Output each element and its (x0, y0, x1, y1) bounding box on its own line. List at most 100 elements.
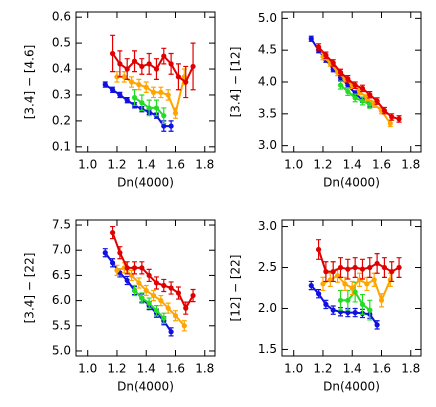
y-tick-label: 3.0 (258, 138, 277, 152)
x-tick-label: 1.6 (372, 158, 391, 172)
y-tick-label: 0.5 (52, 36, 71, 50)
y-axis-label: [12] − [22] (229, 255, 243, 322)
y-tick-label: 4.0 (258, 75, 277, 89)
data-point (146, 105, 152, 111)
x-tick-label: 1.4 (343, 362, 362, 376)
y-tick-label: 4.5 (258, 43, 277, 57)
x-axis-label: Dn(4000) (323, 380, 380, 394)
series-line (317, 249, 400, 273)
data-point (352, 95, 358, 101)
data-point (345, 297, 351, 303)
data-point (150, 89, 157, 95)
y-tick-label: 0.3 (52, 87, 71, 101)
data-point (150, 292, 157, 299)
data-point (165, 305, 171, 311)
data-point (102, 250, 108, 256)
plot-frame (281, 219, 422, 357)
x-axis-label: Dn(4000) (117, 380, 174, 394)
x-tick-label: 1.8 (195, 158, 214, 172)
plot-frame (281, 11, 422, 153)
data-point (146, 61, 152, 67)
data-point (315, 44, 322, 50)
data-point (330, 269, 336, 275)
series-line (104, 252, 172, 333)
data-point (345, 266, 351, 272)
data-point (352, 264, 358, 271)
data-point (367, 101, 373, 107)
data-point (371, 277, 377, 283)
data-point (153, 280, 160, 286)
x-tick-label: 1.2 (107, 158, 126, 172)
x-tick-label: 1.6 (166, 158, 185, 172)
data-point (190, 63, 196, 70)
data-point (359, 266, 366, 272)
data-point (330, 60, 336, 66)
y-tick-label: 3.5 (258, 106, 277, 120)
y-tick-label: 0.1 (52, 139, 71, 153)
data-point (136, 280, 142, 286)
data-point (158, 89, 164, 95)
data-point (349, 285, 355, 291)
data-point (337, 82, 344, 88)
data-point (146, 300, 152, 306)
x-tick-label: 1.0 (78, 362, 97, 376)
data-point (396, 264, 402, 271)
data-point (161, 113, 167, 119)
data-point (139, 295, 145, 301)
data-point (131, 94, 138, 101)
data-point (359, 85, 366, 91)
data-point (131, 287, 138, 294)
data-point (172, 313, 179, 319)
data-point (364, 281, 370, 287)
data-point (352, 90, 358, 97)
data-point (352, 82, 358, 88)
x-tick-label: 1.0 (284, 158, 303, 172)
x-tick-label: 1.0 (284, 362, 303, 376)
data-point (139, 100, 145, 106)
data-point (175, 290, 182, 296)
data-point (139, 265, 145, 271)
x-tick-label: 1.4 (137, 158, 156, 172)
data-point (161, 123, 167, 129)
data-point (153, 66, 160, 72)
series-line (116, 266, 186, 327)
data-point (342, 281, 348, 287)
data-point (320, 281, 326, 287)
series-line (317, 46, 400, 120)
data-point (168, 61, 174, 67)
data-point (337, 69, 344, 76)
data-point (337, 297, 344, 303)
series-line (310, 284, 378, 326)
y-tick-label: 7.0 (52, 243, 71, 257)
x-tick-label: 1.2 (313, 158, 332, 172)
data-point (378, 297, 385, 303)
x-tick-label: 1.8 (401, 158, 420, 172)
data-point (381, 108, 388, 114)
data-point (315, 291, 322, 297)
data-point (389, 114, 395, 120)
series-line (322, 274, 392, 304)
x-tick-label: 1.2 (107, 362, 126, 376)
y-tick-label: 6.5 (52, 268, 71, 282)
data-point (345, 309, 351, 316)
y-tick-label: 0.4 (52, 62, 71, 76)
data-point (153, 105, 160, 111)
x-axis-label: Dn(4000) (323, 176, 380, 190)
x-tick-label: 1.6 (166, 362, 185, 376)
data-point (190, 292, 196, 299)
data-point (330, 307, 336, 313)
y-tick-label: 6.0 (52, 293, 71, 307)
data-point (102, 81, 108, 88)
data-point (109, 87, 116, 93)
data-point (352, 309, 358, 316)
data-point (308, 282, 314, 289)
data-point (143, 287, 149, 294)
data-point (117, 250, 123, 256)
panel: 1.0 1.2 1.4 1.6 1.8 3.0 3.5 4.0 4.5 5.0 Dn(4000) [3… (229, 11, 422, 190)
data-point (109, 50, 116, 57)
x-axis-label: Dn(4000) (117, 176, 174, 190)
data-point (175, 74, 182, 80)
x-tick-label: 1.8 (401, 362, 420, 376)
y-tick-label: 5.5 (52, 318, 71, 332)
y-axis-label: [3.4] − [22] (23, 253, 37, 324)
